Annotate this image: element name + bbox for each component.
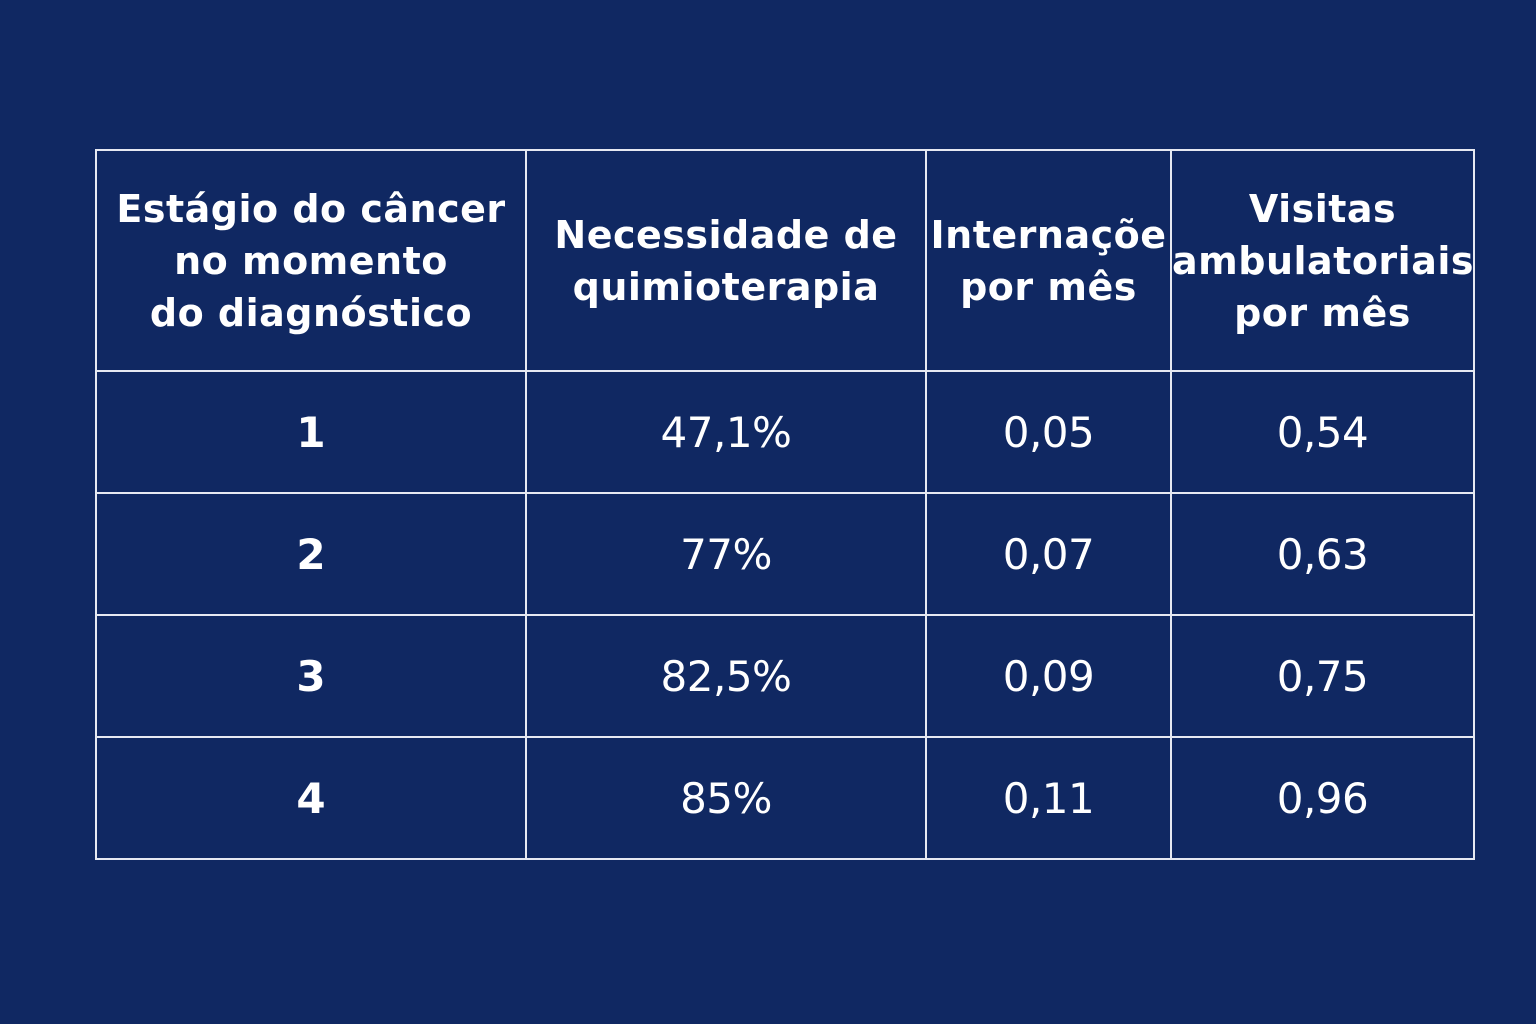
outpatient-visits-cell: 0,75 (1170, 614, 1475, 738)
chemotherapy-cell: 47,1% (525, 370, 927, 494)
header-chemotherapy-line: Necessidade de (554, 212, 898, 257)
data-table-container: Estágio do câncer no momento do diagnóst… (95, 149, 1475, 860)
hospitalization-cell: 0,05 (925, 370, 1172, 494)
outpatient-visits-cell: 0,63 (1170, 492, 1475, 616)
header-chemotherapy-line: quimioterapia (572, 264, 880, 309)
data-table: Estágio do câncer no momento do diagnóst… (95, 149, 1475, 860)
header-outpatient-visits-line: por mês (1234, 290, 1411, 335)
chemotherapy-cell: 82,5% (525, 614, 927, 738)
header-stage-line: do diagnóstico (149, 290, 473, 335)
outpatient-visits-cell: 0,96 (1170, 736, 1475, 860)
table-row: 4 85% 0,11 0,96 (95, 736, 1475, 860)
hospitalization-cell: 0,09 (925, 614, 1172, 738)
header-chemotherapy: Necessidade de quimioterapia (525, 149, 927, 372)
header-stage-line: no momento (174, 238, 448, 283)
chemotherapy-cell: 85% (525, 736, 927, 860)
chemotherapy-cell: 77% (525, 492, 927, 616)
table-row: 2 77% 0,07 0,63 (95, 492, 1475, 616)
header-row: Estágio do câncer no momento do diagnóst… (95, 149, 1475, 372)
header-outpatient-visits-line: Visitas (1248, 186, 1397, 231)
header-hospitalization-line: por mês (960, 264, 1137, 309)
header-outpatient-visits-line: ambulatoriais (1172, 238, 1474, 283)
outpatient-visits-cell: 0,54 (1170, 370, 1475, 494)
stage-cell: 1 (95, 370, 527, 494)
header-hospitalization-line: Internaçõe (930, 212, 1167, 257)
table-row: 1 47,1% 0,05 0,54 (95, 370, 1475, 494)
header-hospitalization: Internaçõe por mês (925, 149, 1172, 372)
hospitalization-cell: 0,07 (925, 492, 1172, 616)
stage-cell: 4 (95, 736, 527, 860)
header-stage-line: Estágio do câncer (116, 186, 506, 231)
table-row: 3 82,5% 0,09 0,75 (95, 614, 1475, 738)
header-outpatient-visits: Visitas ambulatoriais por mês (1170, 149, 1475, 372)
header-stage: Estágio do câncer no momento do diagnóst… (95, 149, 527, 372)
hospitalization-cell: 0,11 (925, 736, 1172, 860)
stage-cell: 2 (95, 492, 527, 616)
stage-cell: 3 (95, 614, 527, 738)
